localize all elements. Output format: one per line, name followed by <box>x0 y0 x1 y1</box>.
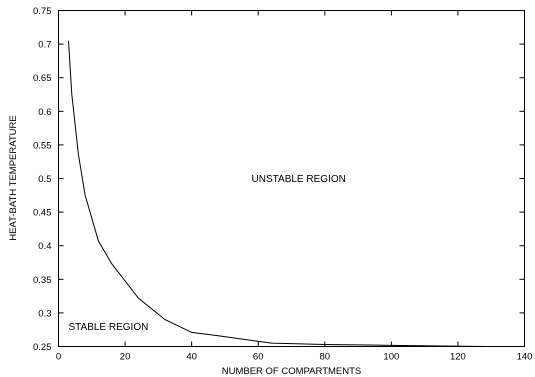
x-axis-label: NUMBER OF COMPARTMENTS <box>222 366 362 377</box>
annotations: UNSTABLE REGION STABLE REGION <box>68 174 345 333</box>
y-tick-label: 0.75 <box>33 6 52 17</box>
x-tick-label: 120 <box>450 352 466 363</box>
x-tick-label: 20 <box>120 352 131 363</box>
x-tick-label: 100 <box>383 352 399 363</box>
annotation-label: STABLE REGION <box>68 322 148 333</box>
y-tick-label: 0.7 <box>38 40 51 51</box>
y-tick-label: 0.4 <box>38 241 51 252</box>
y-axis-label: HEAT-BATH TEMPERATURE <box>8 115 19 240</box>
y-tick-label: 0.3 <box>38 308 51 319</box>
y-tick-label: 0.6 <box>38 107 51 118</box>
y-tick-label: 0.25 <box>33 342 52 353</box>
y-tick-label: 0.55 <box>33 140 52 151</box>
x-tick-label: 40 <box>186 352 197 363</box>
x-tick-label: 0 <box>56 352 61 363</box>
series-group <box>67 40 485 347</box>
x-tick-label: 80 <box>319 352 330 363</box>
annotation-label: UNSTABLE REGION <box>252 174 346 185</box>
tick-labels: 0 20 40 60 80 100 120 140 0.25 0.3 0.35 0.4 0.45 0.5 0… <box>33 6 532 363</box>
series-line-0 <box>67 40 485 347</box>
x-tick-label: 60 <box>253 352 264 363</box>
y-tick-label: 0.35 <box>33 275 52 286</box>
y-tick-label: 0.65 <box>33 73 52 84</box>
x-tick-label: 140 <box>517 352 533 363</box>
y-tick-label: 0.5 <box>38 174 51 185</box>
y-tick-label: 0.45 <box>33 208 52 219</box>
